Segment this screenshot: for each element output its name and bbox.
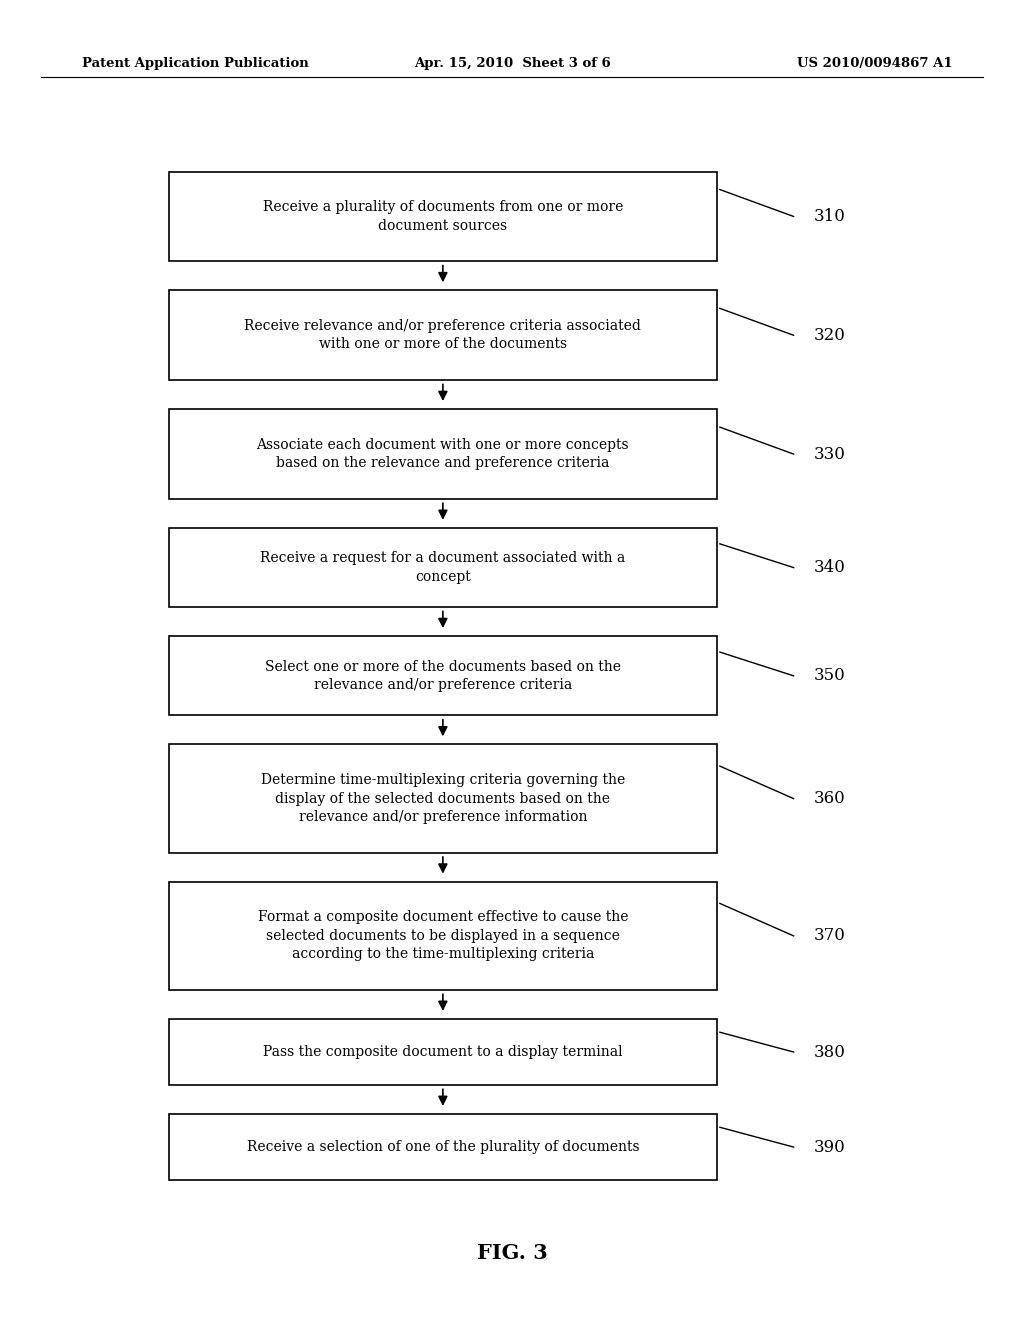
Text: Select one or more of the documents based on the
relevance and/or preference cri: Select one or more of the documents base… (265, 660, 621, 692)
Bar (169, 1114, 717, 1180)
Text: 330: 330 (814, 446, 846, 462)
Text: 360: 360 (814, 791, 846, 807)
Text: Apr. 15, 2010  Sheet 3 of 6: Apr. 15, 2010 Sheet 3 of 6 (414, 57, 610, 70)
Bar (169, 882, 717, 990)
Text: Receive a request for a document associated with a
concept: Receive a request for a document associa… (260, 552, 626, 583)
Bar (169, 290, 717, 380)
Text: Receive a selection of one of the plurality of documents: Receive a selection of one of the plural… (247, 1140, 639, 1154)
Text: 350: 350 (814, 668, 846, 684)
Text: Receive a plurality of documents from one or more
document sources: Receive a plurality of documents from on… (263, 201, 623, 232)
Bar (169, 528, 717, 607)
Text: 390: 390 (814, 1139, 846, 1155)
Text: Patent Application Publication: Patent Application Publication (82, 57, 308, 70)
Text: Format a composite document effective to cause the
selected documents to be disp: Format a composite document effective to… (258, 911, 628, 961)
Text: Associate each document with one or more concepts
based on the relevance and pre: Associate each document with one or more… (257, 438, 629, 470)
Text: 370: 370 (814, 928, 846, 944)
Text: 380: 380 (814, 1044, 846, 1060)
Bar (169, 744, 717, 853)
Text: 340: 340 (814, 560, 846, 576)
Text: 310: 310 (814, 209, 846, 224)
Bar (169, 1019, 717, 1085)
Text: FIG. 3: FIG. 3 (476, 1242, 548, 1263)
Text: 320: 320 (814, 327, 846, 343)
Text: US 2010/0094867 A1: US 2010/0094867 A1 (797, 57, 952, 70)
Text: Determine time-multiplexing criteria governing the
display of the selected docum: Determine time-multiplexing criteria gov… (261, 774, 625, 824)
Bar (169, 172, 717, 261)
Bar (169, 636, 717, 715)
Bar (169, 409, 717, 499)
Text: Receive relevance and/or preference criteria associated
with one or more of the : Receive relevance and/or preference crit… (245, 319, 641, 351)
Text: Pass the composite document to a display terminal: Pass the composite document to a display… (263, 1045, 623, 1059)
